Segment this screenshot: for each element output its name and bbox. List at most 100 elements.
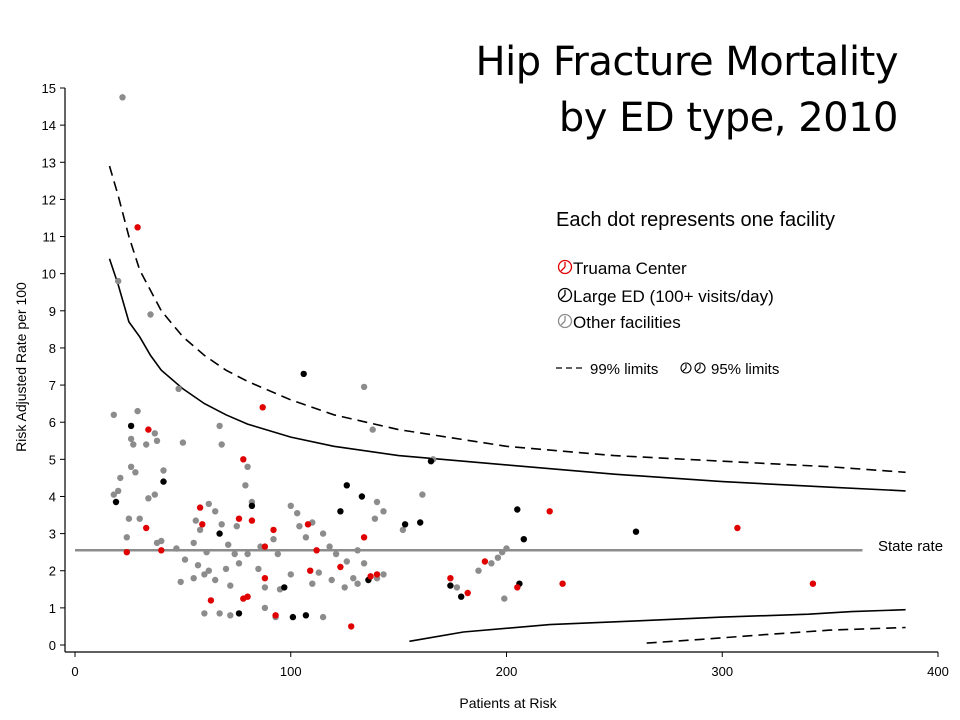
data-points	[110, 94, 817, 630]
data-point	[559, 580, 566, 587]
data-point	[127, 422, 135, 430]
data-point	[192, 517, 199, 524]
data-point	[235, 515, 243, 522]
data-point	[488, 560, 495, 567]
data-point	[190, 575, 197, 582]
y-tick-label: 0	[49, 638, 56, 653]
data-point	[632, 528, 640, 535]
y-axis-label: Risk Adjusted Rate per 100	[13, 282, 29, 452]
data-point	[145, 495, 152, 502]
y-tick-label: 2	[49, 564, 56, 579]
data-point	[447, 582, 454, 589]
x-axis-label: Patients at Risk	[459, 695, 557, 711]
data-point	[177, 578, 184, 586]
data-point	[173, 545, 180, 552]
data-point	[401, 521, 409, 528]
upper-95-limit	[108, 258, 906, 492]
lower-99-limit	[646, 626, 906, 644]
data-point	[360, 534, 368, 541]
y-tick-label: 13	[42, 155, 56, 170]
data-point	[427, 458, 435, 465]
data-point	[337, 563, 344, 571]
data-point	[309, 580, 316, 587]
state-rate-label: State rate	[878, 538, 943, 555]
data-point	[520, 536, 527, 543]
legend-label-large-ed: Large ED (100+ visits/day)	[573, 287, 774, 306]
y-tick-label: 15	[42, 81, 56, 96]
data-point	[196, 526, 204, 534]
data-point	[125, 515, 133, 522]
data-point	[354, 547, 361, 554]
data-point	[313, 547, 320, 554]
data-point	[248, 502, 256, 509]
data-point	[499, 549, 506, 556]
data-point	[160, 478, 167, 485]
x-tick-label: 100	[280, 664, 302, 679]
legend-label-trauma: Truama Center	[573, 259, 687, 278]
control-limit-curves	[108, 165, 906, 644]
data-point	[360, 560, 368, 567]
data-point	[196, 504, 204, 511]
legend-label-99: 99% limits	[590, 361, 658, 378]
data-point	[158, 547, 165, 554]
legend: Each dot represents one facility Truama …	[556, 209, 835, 378]
x-tick-label: 200	[496, 664, 518, 679]
data-point	[501, 595, 508, 602]
y-tick-label: 8	[49, 341, 56, 356]
data-point	[115, 277, 122, 285]
x-tick-label: 300	[711, 664, 733, 679]
upper-99-limit	[108, 165, 906, 474]
data-point	[296, 523, 303, 530]
legend-limits: 99% limits 95% limits	[556, 361, 779, 378]
data-point	[127, 435, 135, 443]
data-point	[119, 94, 126, 101]
data-point	[145, 426, 152, 433]
y-tick-label: 12	[42, 192, 56, 207]
y-tick-label: 7	[49, 378, 56, 393]
data-point	[127, 463, 135, 470]
data-point	[367, 573, 374, 580]
data-point	[302, 612, 310, 619]
data-point	[136, 515, 143, 522]
data-point	[158, 537, 165, 545]
clock-icon-gray	[557, 313, 573, 329]
clock-icon-pair	[680, 362, 706, 374]
data-point	[373, 498, 381, 506]
data-point	[315, 569, 322, 576]
data-point	[207, 597, 215, 604]
data-point	[216, 530, 223, 537]
data-point	[110, 491, 118, 498]
data-point	[270, 526, 277, 534]
data-point	[809, 580, 817, 587]
data-point	[503, 545, 510, 552]
data-point	[132, 469, 139, 476]
data-point	[227, 582, 234, 589]
data-point	[350, 575, 357, 582]
data-point	[371, 515, 379, 522]
data-point	[419, 491, 426, 498]
data-point	[304, 521, 312, 528]
data-point	[244, 463, 251, 470]
data-point	[326, 543, 333, 550]
legend-item-large-ed: Large ED (100+ visits/day)	[557, 287, 774, 306]
data-point	[179, 439, 187, 446]
data-point	[218, 521, 225, 528]
data-point	[225, 541, 232, 548]
data-point	[244, 593, 251, 600]
legend-item-trauma: Truama Center	[557, 259, 687, 278]
chart-title-block: Hip Fracture Mortality by ED type, 2010	[476, 34, 899, 146]
data-point	[514, 584, 521, 591]
data-point	[151, 430, 158, 437]
data-point	[218, 441, 225, 448]
data-point	[203, 549, 210, 556]
data-point	[354, 580, 361, 587]
y-tick-label: 9	[49, 304, 56, 319]
data-point	[341, 584, 348, 591]
data-point	[205, 567, 212, 574]
data-point	[130, 441, 137, 448]
data-point	[227, 612, 234, 619]
legend-label-other: Other facilities	[573, 313, 681, 332]
y-tick-label: 10	[42, 267, 56, 282]
